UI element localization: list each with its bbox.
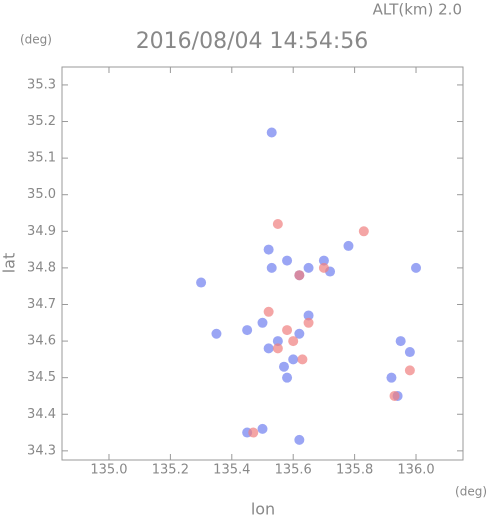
y-tick-label: 35.1 (27, 151, 56, 166)
x-tick-label: 135.2 (152, 463, 189, 478)
point (248, 427, 259, 438)
point (404, 365, 415, 376)
x-tick-label: 135.0 (90, 463, 127, 478)
y-tick-label: 34.9 (27, 224, 56, 239)
point (318, 262, 329, 273)
y-tick-label: 34.7 (27, 297, 56, 312)
point (294, 434, 305, 445)
chart-title: 2016/08/04 14:54:56 (136, 29, 369, 54)
point (211, 328, 222, 339)
subtitle: ALT(km) 2.0 (373, 1, 462, 19)
point (196, 277, 207, 288)
point (343, 240, 354, 251)
point (318, 255, 329, 266)
point (303, 262, 314, 273)
point (389, 390, 400, 401)
y-tick-label: 35.2 (27, 114, 56, 129)
point (288, 336, 299, 347)
point (272, 343, 283, 354)
x-unit: (deg) (455, 485, 487, 499)
point (263, 306, 274, 317)
point (404, 347, 415, 358)
point (395, 336, 406, 347)
point (272, 336, 283, 347)
point (266, 262, 277, 273)
point (272, 218, 283, 229)
point (282, 325, 293, 336)
y-unit: (deg) (20, 33, 52, 47)
point (294, 328, 305, 339)
point (303, 310, 314, 321)
point (297, 354, 308, 365)
x-tick-label: 135.6 (275, 463, 312, 478)
point (242, 325, 253, 336)
y-tick-label: 34.4 (27, 407, 56, 422)
y-tick-label: 34.8 (27, 260, 56, 275)
point (257, 317, 268, 328)
x-label: lon (251, 500, 275, 519)
point (288, 354, 299, 365)
point (411, 262, 422, 273)
x-tick-label: 135.8 (336, 463, 373, 478)
point (358, 226, 369, 237)
y-tick-label: 35.3 (27, 77, 56, 92)
y-tick-label: 34.6 (27, 334, 56, 349)
point (257, 423, 268, 434)
point (263, 343, 274, 354)
y-tick-label: 34.5 (27, 370, 56, 385)
point (278, 361, 289, 372)
point (266, 127, 277, 138)
plot-frame (61, 66, 464, 461)
point (282, 255, 293, 266)
x-tick-label: 136.0 (397, 463, 434, 478)
point (282, 372, 293, 383)
point (263, 244, 274, 255)
point (386, 372, 397, 383)
y-label: lat (0, 253, 19, 274)
x-tick-label: 135.4 (213, 463, 250, 478)
point (303, 317, 314, 328)
y-tick-label: 34.3 (27, 443, 56, 458)
point (294, 270, 305, 281)
y-tick-label: 35.0 (27, 187, 56, 202)
